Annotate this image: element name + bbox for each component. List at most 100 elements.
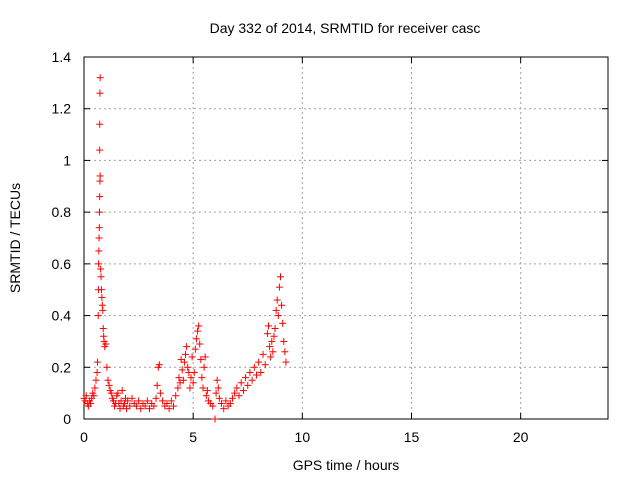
data-point <box>103 363 111 371</box>
data-point <box>92 376 100 384</box>
data-point <box>124 397 132 405</box>
data-point <box>252 371 260 379</box>
data-point <box>200 363 208 371</box>
data-point <box>192 335 200 343</box>
data-point <box>237 379 245 387</box>
y-tick-label: 1 <box>63 152 71 168</box>
data-point <box>211 415 219 423</box>
data-point <box>263 330 271 338</box>
data-point <box>95 247 103 255</box>
data-point <box>235 392 243 400</box>
data-point <box>128 394 136 402</box>
data-point <box>99 325 107 332</box>
data-point <box>246 368 254 376</box>
data-point <box>195 322 203 330</box>
data-point <box>159 397 167 405</box>
data-point <box>135 397 143 405</box>
data-point <box>105 381 113 389</box>
data-point <box>266 343 274 351</box>
x-tick-label: 20 <box>513 429 529 445</box>
data-point <box>155 361 163 369</box>
data-point <box>199 384 207 392</box>
data-point <box>213 376 221 384</box>
data-point <box>96 120 104 128</box>
data-point <box>178 366 186 374</box>
y-tick-label: 0.4 <box>52 308 72 324</box>
data-point <box>270 332 278 340</box>
data-point <box>209 402 217 410</box>
data-point <box>82 392 90 400</box>
plot-frame <box>83 56 609 420</box>
data-point <box>271 325 279 332</box>
y-tick-label: 1.4 <box>52 49 72 65</box>
y-tick-label: 0 <box>63 411 71 427</box>
data-point <box>182 350 190 358</box>
x-tick-label: 5 <box>189 429 197 445</box>
data-point <box>190 368 198 376</box>
y-axis-label: SRMTID / TECUs <box>7 183 23 293</box>
data-point <box>274 312 282 320</box>
x-tick-label: 10 <box>295 429 311 445</box>
data-point <box>250 363 258 371</box>
data-point <box>96 146 104 154</box>
data-point <box>150 402 158 410</box>
data-point <box>114 389 122 397</box>
x-axis-label: GPS time / hours <box>293 457 400 473</box>
data-point <box>93 368 101 376</box>
data-point <box>239 387 247 395</box>
data-point <box>186 384 194 392</box>
data-point <box>188 353 196 361</box>
data-point <box>95 260 103 268</box>
data-point <box>104 376 112 384</box>
data-point <box>281 348 289 356</box>
data-point <box>96 74 104 82</box>
data-point <box>242 374 250 382</box>
data-point <box>214 384 222 392</box>
data-point <box>143 397 151 405</box>
data-point <box>255 358 263 366</box>
data-point <box>99 306 107 314</box>
data-point <box>203 387 211 395</box>
data-point <box>187 374 195 382</box>
data-point <box>215 394 223 402</box>
data-point <box>273 296 281 304</box>
data-point <box>137 405 145 413</box>
data-point <box>257 368 265 376</box>
data-point <box>174 384 182 392</box>
data-point <box>261 361 269 369</box>
data-point <box>126 402 134 410</box>
gridlines <box>84 57 608 419</box>
data-point <box>191 345 199 353</box>
data-point <box>156 389 164 397</box>
data-point <box>189 379 197 387</box>
data-point <box>96 193 104 201</box>
data-point <box>269 348 277 356</box>
data-point <box>267 353 275 361</box>
data-point <box>272 306 280 314</box>
data-point <box>152 394 160 402</box>
data-point <box>167 397 175 405</box>
data-point <box>170 402 178 410</box>
data-point <box>196 340 204 348</box>
data-point <box>102 340 110 348</box>
x-tick-label: 15 <box>404 429 420 445</box>
data-point <box>244 381 252 389</box>
y-tick-label: 0.2 <box>52 359 72 375</box>
data-point <box>248 376 256 384</box>
data-point <box>90 392 98 400</box>
data-point <box>95 234 103 242</box>
data-point <box>118 387 126 395</box>
data-point <box>279 319 287 327</box>
data-point <box>97 273 105 281</box>
data-point <box>233 384 241 392</box>
y-tick-label: 0.8 <box>52 204 72 220</box>
data-point <box>259 350 267 358</box>
data-point <box>175 374 183 382</box>
data-point <box>94 312 102 320</box>
data-point <box>183 343 191 351</box>
data-point <box>96 172 104 180</box>
data-point <box>277 273 284 281</box>
data-points <box>80 74 290 423</box>
data-point <box>97 265 105 273</box>
data-point <box>282 358 290 366</box>
